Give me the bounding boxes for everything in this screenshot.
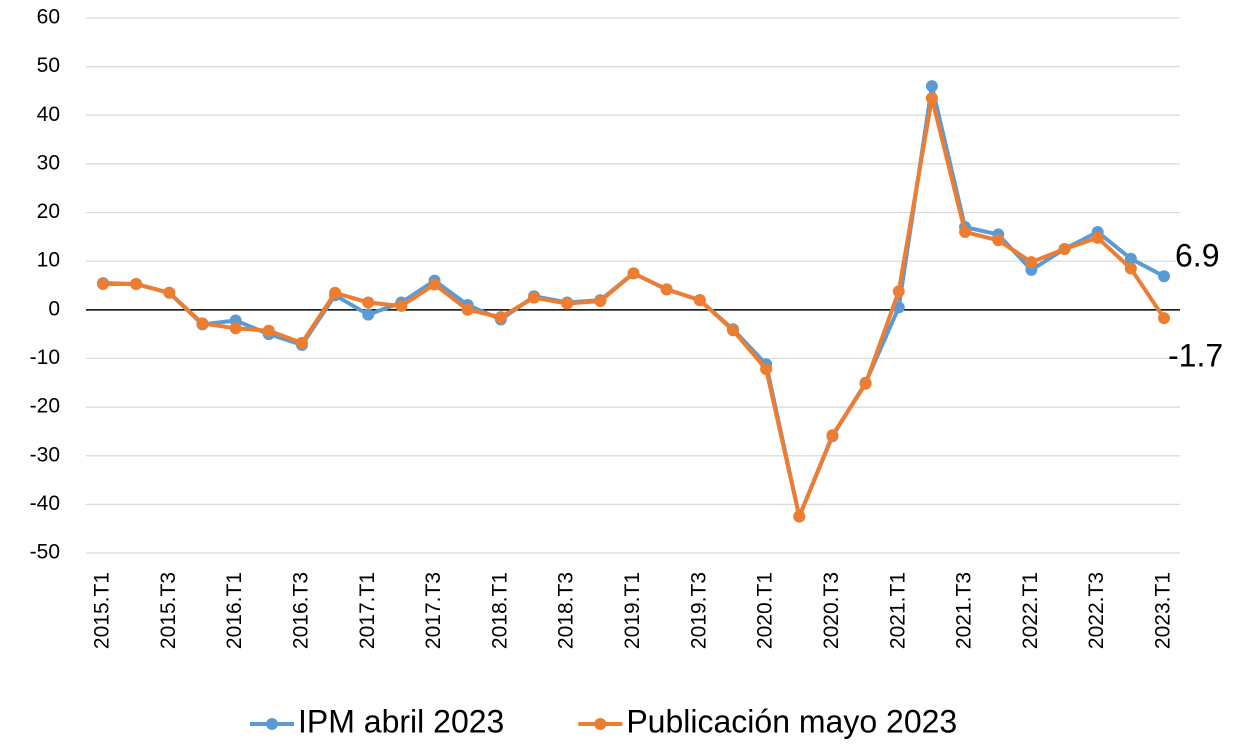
data-point (561, 297, 574, 310)
data-point (859, 377, 872, 390)
data-label: 6.9 (1175, 238, 1219, 274)
data-point (959, 226, 972, 238)
x-tick-label: 2022.T1 (1019, 572, 1042, 649)
y-tick-label: 10 (37, 249, 60, 272)
x-tick-label: 2015.T3 (157, 572, 180, 649)
y-tick-label: 20 (37, 200, 60, 223)
y-tick-label: 60 (37, 6, 60, 29)
x-tick-label: 2018.T3 (555, 572, 578, 649)
data-point (1158, 312, 1170, 325)
legend-marker (266, 718, 278, 730)
x-tick-label: 2018.T1 (488, 572, 511, 649)
data-point (428, 278, 441, 291)
x-tick-label: 2016.T1 (223, 572, 246, 649)
data-point (362, 296, 375, 309)
data-point (395, 299, 408, 312)
data-point (362, 308, 375, 321)
data-point (1124, 262, 1137, 275)
y-tick-label: -10 (30, 346, 60, 369)
data-point (229, 322, 242, 335)
data-point (163, 286, 176, 299)
data-point (826, 429, 839, 442)
data-point (130, 278, 143, 291)
series-line (103, 96, 1166, 519)
data-point (329, 286, 342, 299)
data-point (1124, 252, 1137, 265)
y-tick-label: 40 (37, 103, 60, 126)
y-tick-label: -40 (30, 492, 60, 515)
data-point (1058, 243, 1071, 256)
data-point (295, 336, 308, 349)
data-point (793, 510, 806, 523)
data-point (660, 283, 673, 296)
legend-marker (594, 718, 607, 730)
data-label: -1.7 (1168, 338, 1223, 374)
data-point (594, 295, 607, 308)
data-point (693, 294, 706, 307)
x-tick-label: 2021.T3 (953, 572, 976, 649)
legend-label: IPM abril 2023 (298, 703, 504, 739)
series-line (102, 84, 1165, 519)
data-point (494, 311, 507, 324)
y-tick-label: 0 (48, 297, 60, 320)
data-point (760, 363, 773, 376)
data-point (97, 278, 109, 291)
x-tick-label: 2023.T1 (1152, 572, 1175, 649)
y-tick-label: 50 (37, 54, 60, 77)
x-tick-label: 2017.T3 (422, 572, 445, 649)
x-tick-label: 2016.T3 (289, 572, 312, 649)
data-point (1091, 231, 1104, 244)
data-point (196, 317, 209, 330)
data-point (1158, 270, 1170, 283)
data-point (892, 285, 905, 298)
data-point (925, 92, 938, 105)
x-tick-label: 2020.T1 (754, 572, 777, 649)
y-tick-label: 30 (37, 151, 60, 174)
y-tick-label: -30 (30, 443, 60, 466)
data-point (528, 291, 541, 304)
legend-label: Publicación mayo 2023 (626, 703, 957, 739)
data-point (627, 267, 640, 280)
x-tick-label: 2019.T3 (687, 572, 710, 649)
y-tick-label: -20 (30, 395, 60, 418)
x-tick-label: 2019.T1 (621, 572, 644, 649)
y-tick-label: -50 (30, 541, 60, 564)
x-tick-label: 2017.T1 (356, 572, 379, 649)
data-point (992, 234, 1005, 247)
data-point (925, 80, 938, 93)
x-tick-label: 2022.T3 (1085, 572, 1108, 649)
data-point (461, 303, 474, 316)
data-point (262, 324, 275, 337)
x-tick-label: 2020.T3 (820, 572, 843, 649)
x-tick-label: 2021.T1 (886, 572, 909, 649)
data-point (726, 324, 739, 337)
data-point (1025, 256, 1038, 269)
x-tick-label: 2015.T1 (91, 572, 114, 649)
